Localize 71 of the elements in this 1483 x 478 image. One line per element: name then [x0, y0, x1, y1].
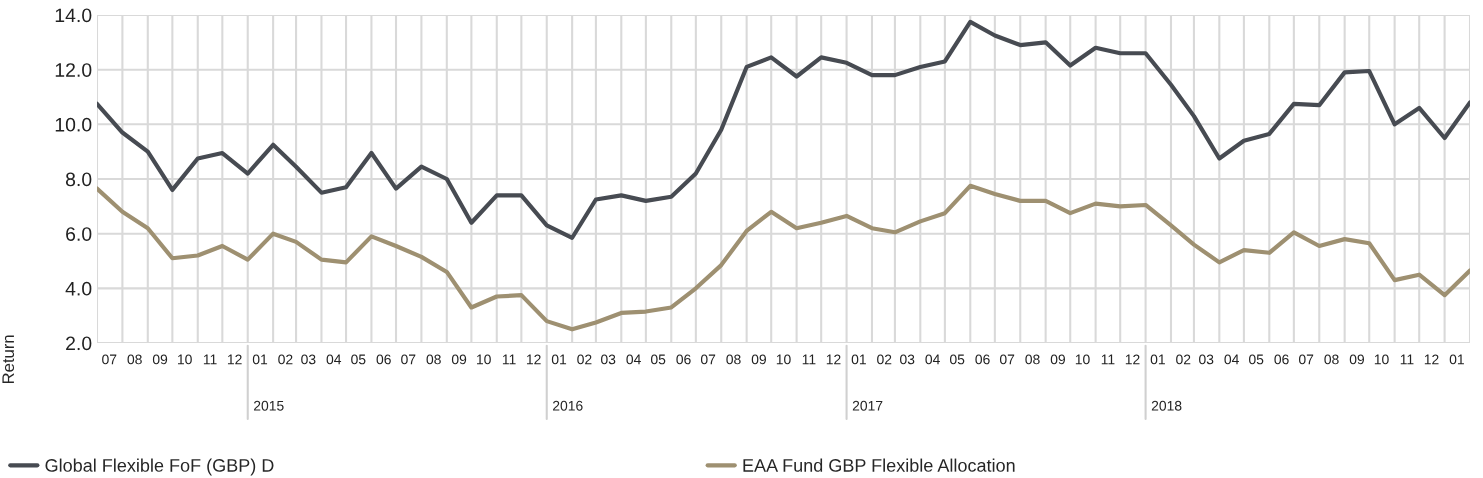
x-tick-label: 06 — [376, 354, 391, 365]
x-tick-label: 10 — [776, 354, 791, 365]
x-tick-label: 02 — [577, 354, 592, 365]
line-series — [97, 19, 1470, 240]
x-tick-label: 01 — [1449, 354, 1464, 365]
y-tick-label: 6.0 — [66, 227, 92, 241]
x-tick-label: 08 — [1025, 354, 1040, 365]
x-tick-label: 07 — [1298, 354, 1314, 365]
x-tick-label: 01 — [851, 354, 866, 365]
y-tick-label: 14.0 — [55, 8, 92, 23]
x-tick-label: 07 — [102, 354, 117, 365]
x-tick-label: 01 — [252, 354, 268, 365]
x-tick-label: 04 — [626, 354, 641, 365]
text: 2015 — [253, 400, 284, 411]
y-tick-label: 4.0 — [65, 281, 92, 296]
x-tick-label: 03 — [601, 354, 616, 365]
legend-label: Global Flexible FoF (GBP) D — [45, 458, 274, 476]
x-tick-label: 06 — [1274, 354, 1289, 365]
x-tick-label: 09 — [1349, 354, 1365, 365]
x-tick-label: 10 — [177, 354, 192, 365]
x-tick-label: 02 — [278, 354, 293, 365]
x-tick-label: 12 — [526, 354, 541, 365]
x-tick-label: 04 — [925, 354, 940, 365]
x-tick-label: 10 — [1075, 354, 1090, 365]
x-tick-label: 04 — [326, 354, 342, 365]
x-tick-label: 12 — [227, 354, 242, 365]
x-tick-label: 10 — [1374, 354, 1389, 365]
text: 2017 — [852, 400, 883, 411]
x-tick-label: 09 — [451, 354, 467, 365]
x-tick-label: 12 — [1424, 354, 1439, 365]
x-tick-label: 07 — [999, 354, 1015, 365]
text: 2016 — [553, 400, 583, 411]
x-tick-label: 05 — [351, 354, 366, 365]
x-tick-label: 03 — [900, 354, 915, 365]
y-tick-label: 2.0 — [66, 336, 92, 351]
x-tick-label: 09 — [152, 354, 168, 365]
x-tick-label: 11 — [802, 354, 816, 365]
x-tick-label: 08 — [127, 354, 142, 365]
y-tick-label: 10.0 — [55, 117, 92, 132]
x-tick-label: 11 — [203, 354, 217, 365]
x-tick-label: 01 — [1150, 354, 1165, 365]
legend-label: EAA Fund GBP Flexible Allocation — [743, 458, 1015, 472]
x-tick-label: 02 — [877, 354, 892, 365]
x-tick-label: 11 — [502, 354, 516, 365]
x-tick-label: 09 — [751, 354, 766, 365]
x-tick-label: 05 — [1249, 354, 1264, 365]
x-tick-label: 08 — [726, 354, 741, 365]
x-tick-label: 06 — [975, 354, 990, 365]
y-tick-label: 12.0 — [55, 63, 92, 77]
x-tick-label: 08 — [1324, 354, 1339, 365]
text: 2018 — [1151, 400, 1182, 411]
x-tick-label: 11 — [1400, 354, 1414, 365]
y-axis-title: Return — [2, 335, 15, 384]
x-tick-label: 05 — [949, 354, 965, 365]
x-tick-label: 12 — [1125, 354, 1140, 365]
x-tick-label: 09 — [1050, 354, 1065, 365]
x-tick-label: 04 — [1224, 354, 1239, 365]
x-tick-label: 07 — [401, 354, 416, 365]
line-series — [97, 183, 1470, 332]
x-tick-label: 03 — [301, 354, 316, 365]
x-tick-label: 01 — [551, 354, 567, 365]
x-tick-label: 08 — [426, 354, 441, 365]
x-tick-label: 05 — [650, 354, 666, 365]
x-tick-label: 11 — [1101, 354, 1115, 365]
x-tick-label: 12 — [826, 354, 841, 365]
x-tick-label: 02 — [1176, 354, 1191, 365]
x-tick-label: 10 — [477, 354, 491, 365]
x-tick-label: 07 — [700, 354, 716, 365]
x-tick-label: 03 — [1199, 354, 1214, 365]
x-tick-label: 06 — [676, 354, 691, 365]
y-tick-label: 8.0 — [65, 172, 92, 187]
